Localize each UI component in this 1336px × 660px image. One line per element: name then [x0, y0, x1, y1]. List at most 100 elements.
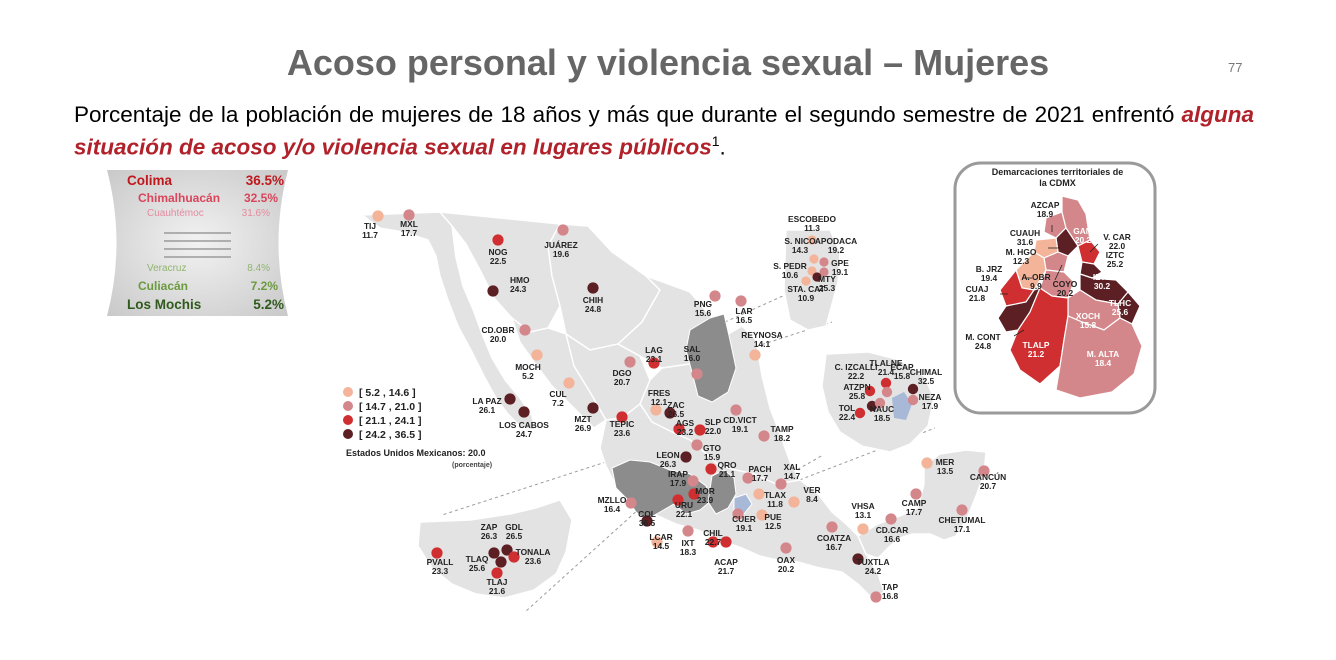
city-value: 23.1 — [646, 354, 663, 364]
city-marker — [673, 423, 685, 435]
city-code: IRAP — [668, 469, 688, 479]
city-value: 14.1 — [754, 339, 771, 349]
mty-city-marker — [807, 235, 817, 245]
city-code: TEPIC — [610, 419, 635, 429]
alcaldia-code: B. JRZ — [976, 264, 1003, 274]
national-total: Estados Unidos Mexicanos: 20.0 — [346, 448, 486, 458]
legend-item: [ 24.2 , 36.5 ] — [343, 429, 421, 441]
ranking-value: 32.5% — [243, 191, 278, 205]
alcaldia-value: 20.2 — [1075, 235, 1092, 245]
city-marker — [648, 357, 660, 369]
city-marker — [709, 290, 721, 302]
city-marker — [780, 542, 792, 554]
alcaldia-code: M. HGO — [1006, 247, 1037, 257]
city-code: GTO — [703, 443, 721, 453]
alcaldia-code: CUAJ — [966, 284, 989, 294]
vm-city-marker — [874, 397, 886, 409]
alcaldia-value: 9.9 — [1030, 281, 1042, 291]
city-code: CAMP — [902, 498, 927, 508]
city-code: JUÁREZ — [544, 239, 578, 250]
city-value: 22.7 — [705, 537, 722, 547]
gdl-city-marker — [431, 547, 443, 559]
city-value: 20.2 — [778, 564, 795, 574]
city-value: 16.0 — [684, 353, 701, 363]
ranking-name: Culiacán — [138, 279, 189, 293]
city-value: 13.1 — [855, 510, 872, 520]
city-marker — [616, 411, 628, 423]
alcaldia-code: V. CAR — [1103, 232, 1131, 242]
city-code: ZAC — [667, 400, 684, 410]
city-marker — [870, 591, 882, 603]
alcaldia-value: 21.2 — [1028, 349, 1045, 359]
alcaldia-value: 22.0 — [1109, 241, 1126, 251]
city-value: 22.0 — [705, 426, 722, 436]
city-code: QRO — [717, 460, 737, 470]
cdmx-title: Demarcaciones territoriales de la CDMX — [975, 167, 1140, 189]
subtitle: Porcentaje de la población de mujeres de… — [74, 101, 1254, 161]
city-value: 19.1 — [732, 424, 749, 434]
city-marker — [563, 377, 575, 389]
legend-item: [ 21.1 , 24.1 ] — [343, 415, 421, 427]
city-value: 25.8 — [849, 391, 866, 401]
city-marker — [707, 536, 719, 548]
alcaldia-code: TLHC — [1109, 298, 1131, 308]
ranking-name: Cuauhtémoc — [147, 208, 204, 219]
city-code: ATZPN — [843, 382, 870, 392]
legend-swatch — [343, 401, 353, 411]
vm-city-marker — [881, 386, 893, 398]
city-labels: TIJ11.7MXL17.7NOG22.5JUÁREZ19.6HMO24.3CH… — [362, 214, 1006, 601]
city-code: CD.VICT — [723, 415, 757, 425]
city-value: 32.5 — [918, 376, 935, 386]
city-code: STA. CAT — [787, 284, 825, 294]
city-marker — [720, 536, 732, 548]
city-value: 24.3 — [510, 284, 527, 294]
city-code: CHIMAL — [910, 367, 943, 377]
city-value: 16.6 — [884, 534, 901, 544]
national-value: 20.0 — [468, 448, 486, 458]
city-value: 23.9 — [697, 495, 714, 505]
city-value: 14.5 — [653, 541, 670, 551]
gdl-city-marker — [491, 567, 503, 579]
alcaldia-value: 15.8 — [1080, 320, 1097, 330]
footnote-mark: 1 — [711, 133, 720, 149]
city-code: TOL — [839, 403, 856, 413]
city-code: URU — [675, 500, 693, 510]
city-code: LEON — [656, 450, 679, 460]
city-marker — [518, 406, 530, 418]
city-code: CD.CAR — [876, 525, 909, 535]
city-code: MOR — [695, 486, 715, 496]
city-value: 7.2 — [552, 398, 564, 408]
city-value: 11.8 — [767, 499, 783, 509]
page-number: 77 — [1228, 60, 1243, 75]
city-value: 22.1 — [676, 509, 693, 519]
city-marker — [504, 393, 516, 405]
ranking-name: Chimalhuacán — [138, 191, 221, 205]
city-marker — [664, 407, 676, 419]
alcaldia-value: 12.3 — [1013, 256, 1030, 266]
city-code: TLAJ — [487, 577, 508, 587]
alcaldia-code: M. CONT — [965, 332, 1001, 342]
city-value: 26.3 — [481, 531, 498, 541]
city-code: PNG — [694, 299, 712, 309]
city-code: TLALNE — [869, 358, 902, 368]
city-code: C. IZCALLI — [835, 362, 878, 372]
city-marker — [651, 536, 663, 548]
city-code: ACAP — [714, 557, 738, 567]
alcaldia-value: 18.4 — [1095, 358, 1112, 368]
alcaldia-value: 24.8 — [975, 341, 992, 351]
legend-label: [ 21.1 , 24.1 ] — [359, 415, 422, 427]
city-value: 21.1 — [719, 469, 736, 479]
city-marker — [705, 463, 717, 475]
legend-label: [ 14.7 , 21.0 ] — [359, 401, 422, 413]
city-code: GDL — [505, 522, 523, 532]
city-value: 18.3 — [680, 547, 697, 557]
alcaldia-code: CUAUH — [1010, 228, 1040, 238]
ranking-background — [107, 170, 288, 316]
city-value: 20.7 — [980, 481, 997, 491]
city-value: 26.3 — [660, 459, 677, 469]
alcaldia-value: 31.6 — [1017, 237, 1034, 247]
gdl-city-marker — [501, 544, 513, 556]
city-value: 24.8 — [585, 304, 602, 314]
city-code: OAX — [777, 555, 796, 565]
